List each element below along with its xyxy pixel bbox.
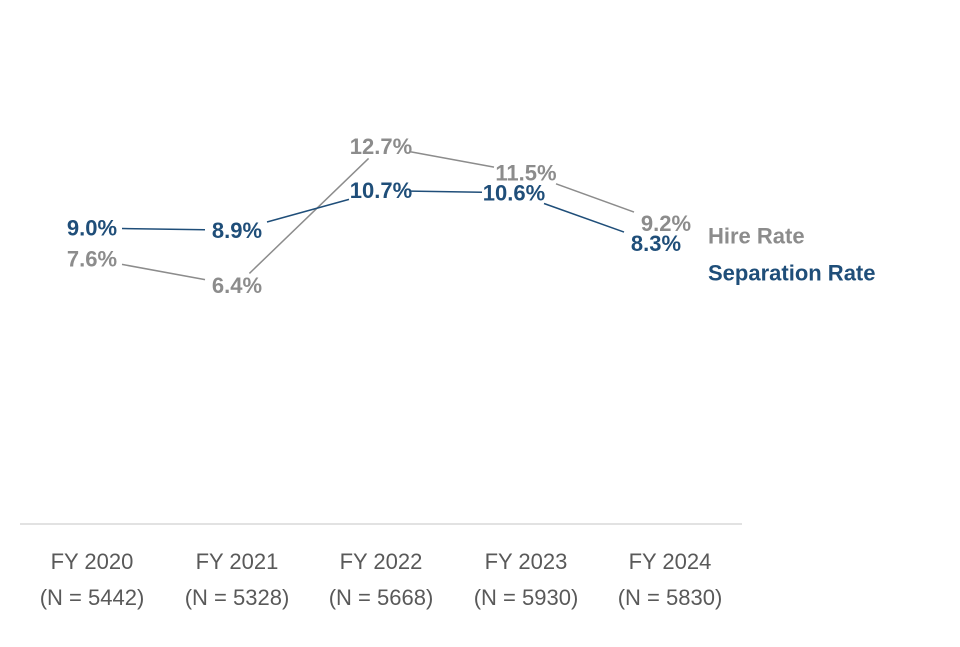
x-tick-note: (N = 5930) <box>474 585 579 610</box>
x-tick-note: (N = 5328) <box>185 585 290 610</box>
hire-rate-segment <box>121 263 206 281</box>
hire-rate-segment <box>555 183 635 213</box>
legend-hire-rate: Hire Rate <box>708 224 805 249</box>
x-tick-label: FY 2022 <box>340 549 423 574</box>
separation-rate-segment <box>410 190 483 193</box>
separation-rate-segment <box>121 227 206 231</box>
x-tick-note: (N = 5442) <box>40 585 145 610</box>
hire-rate-segment <box>248 157 370 274</box>
hire-rate-label: 6.4% <box>212 273 262 298</box>
separation-rate-label: 8.3% <box>631 231 681 256</box>
hire-rate-label: 9.2% <box>641 211 691 236</box>
x-tick-note: (N = 5668) <box>329 585 434 610</box>
hire-rate-label: 12.7% <box>350 134 412 159</box>
hire-rate-label: 7.6% <box>67 246 117 271</box>
series-lines <box>121 151 635 281</box>
hire-rate-segment <box>410 151 495 168</box>
separation-rate-label: 8.9% <box>212 218 262 243</box>
x-tick-label: FY 2023 <box>485 549 568 574</box>
x-tick-label: FY 2024 <box>629 549 712 574</box>
hire-rate-label: 11.5% <box>495 160 556 185</box>
x-tick-label: FY 2021 <box>196 549 279 574</box>
x-tick-label: FY 2020 <box>51 549 134 574</box>
separation-rate-segment <box>266 198 350 223</box>
separation-rate-label: 10.6% <box>483 180 545 205</box>
x-tick-note: (N = 5830) <box>618 585 723 610</box>
data-labels: 7.6% 6.4% 12.7% 11.5% 9.2% 9.0% 8.9% 10.7% 10.6%… <box>67 134 691 298</box>
separation-rate-label: 10.7% <box>350 178 412 203</box>
legend-separation-rate: Separation Rate <box>708 261 876 286</box>
separation-rate-segment <box>543 202 625 233</box>
x-axis-ticks: FY 2020 (N = 5442) FY 2021 (N = 5328) FY 202… <box>40 549 723 610</box>
legend: Hire Rate Separation Rate <box>708 224 876 286</box>
separation-rate-label: 9.0% <box>67 216 117 241</box>
